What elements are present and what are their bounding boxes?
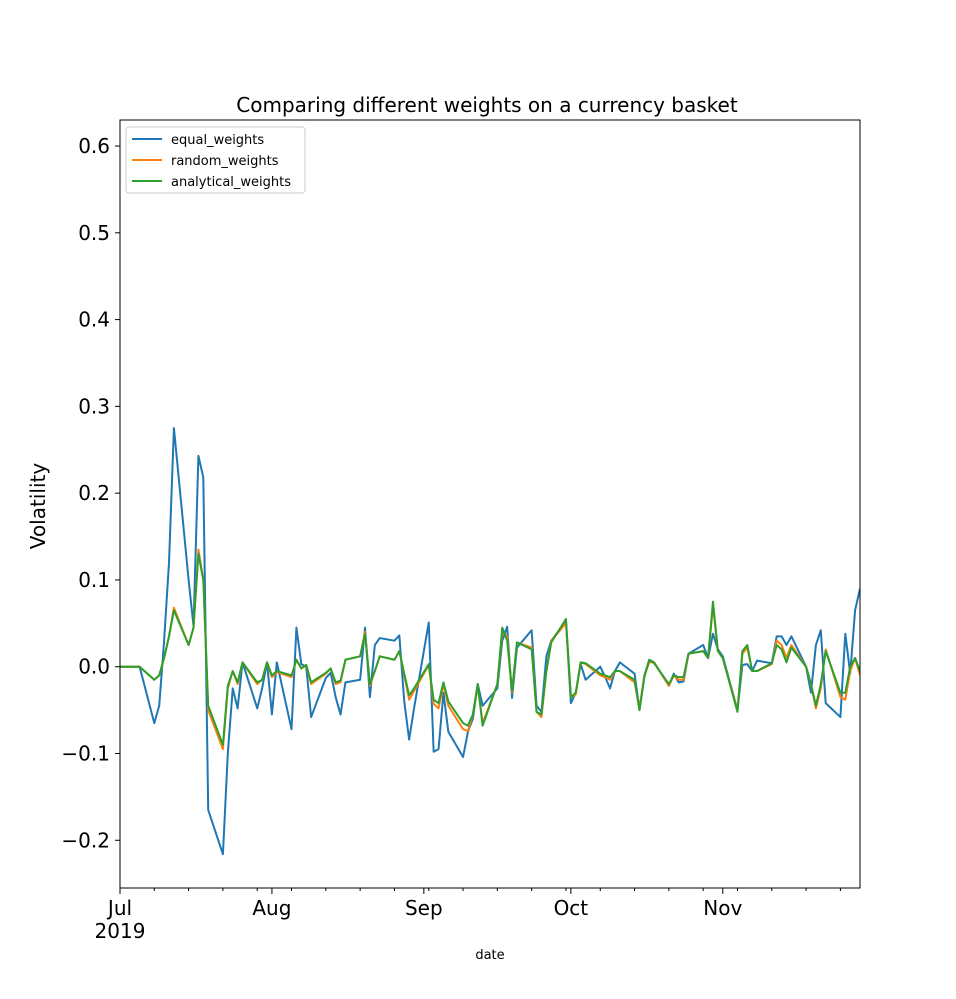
chart-title: Comparing different weights on a currenc…: [236, 93, 738, 117]
series-group: [120, 427, 860, 856]
y-tick-label: 0.3: [78, 394, 110, 418]
plot-area: [119, 119, 861, 889]
y-tick-label: 0.5: [78, 221, 110, 245]
series-line-equal-weights: [120, 427, 860, 856]
x-tick-label: Jul: [106, 896, 132, 920]
y-tick-label: −0.2: [61, 828, 110, 852]
legend: equal_weights random_weights analytical_we…: [125, 126, 306, 194]
x-tick-label: Nov: [703, 896, 742, 920]
x-tick-sublabel: 2019: [95, 919, 146, 943]
legend-box: [125, 126, 306, 194]
y-tick-label: 0.0: [78, 655, 110, 679]
legend-label: analytical_weights: [171, 175, 291, 190]
x-tick-label: Aug: [252, 896, 291, 920]
x-tick-label: Sep: [405, 896, 443, 920]
y-tick-label: 0.2: [78, 481, 110, 505]
y-axis: −0.2 −0.1 0.0 0.1 0.2 0.3 0.4 0.5 0.6: [61, 134, 120, 852]
x-axis-label: date: [475, 948, 504, 963]
y-axis-label: Volatility: [26, 463, 50, 550]
y-tick-label: −0.1: [61, 741, 110, 765]
plot-frame: [119, 119, 861, 889]
legend-label: random_weights: [171, 154, 279, 169]
series-line-analytical-weights: [120, 552, 860, 746]
y-tick-label: 0.1: [78, 568, 110, 592]
x-tick-label: Oct: [554, 896, 589, 920]
y-tick-label: 0.4: [78, 308, 110, 332]
y-tick-label: 0.6: [78, 134, 110, 158]
legend-label: equal_weights: [171, 133, 264, 148]
